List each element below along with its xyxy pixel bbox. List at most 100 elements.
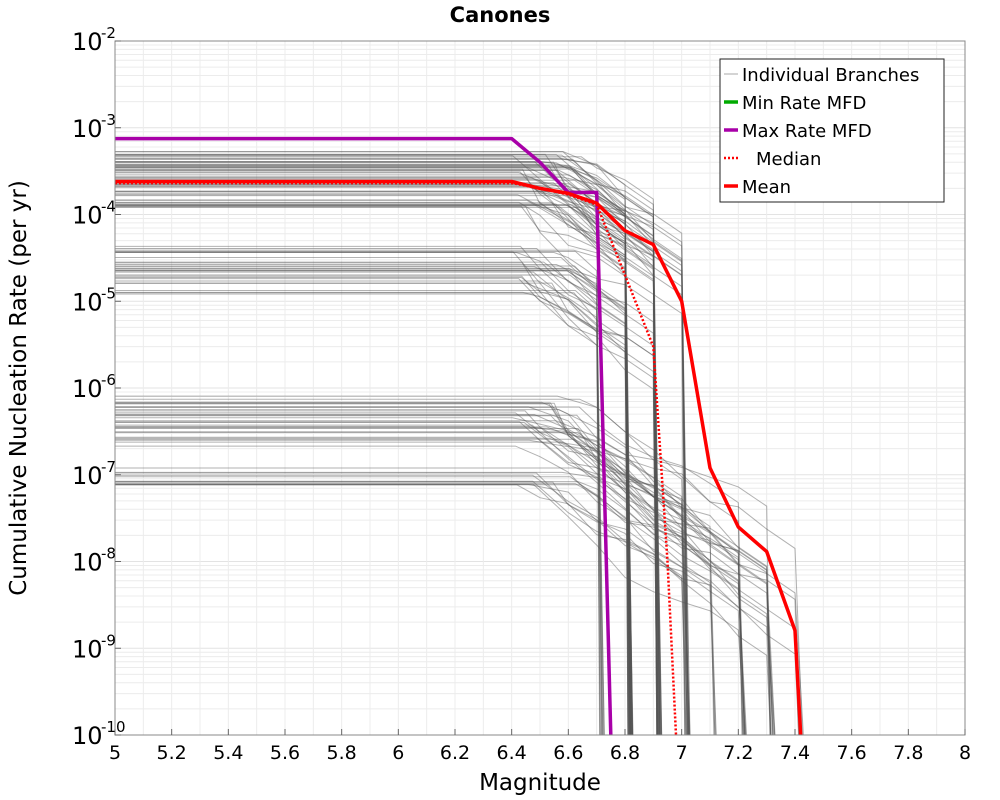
branch-line [115,151,633,736]
branch-line [115,176,659,736]
branch-line [115,406,690,736]
y-tick-base: 10 [72,635,103,663]
branch-line [115,262,658,736]
branch-line [115,414,771,736]
branch-line [115,204,689,736]
branch-line [115,398,690,736]
y-tick-exponent: -9 [101,631,116,649]
branch-line [115,426,746,736]
branch-line [115,165,691,736]
branch-line [115,395,803,736]
branch-line [115,438,686,736]
branch-line [115,481,799,736]
branch-line [115,266,605,736]
branch-line [115,269,632,736]
branch-line [115,402,771,736]
branch-line [115,428,776,736]
branch-line [115,190,661,736]
branch-line [115,270,629,736]
branch-line [115,275,633,736]
branch-line [115,176,689,736]
branch-line [115,206,630,736]
branch-line [115,164,658,736]
branch-line [115,280,603,736]
x-tick-label: 5.2 [157,742,187,764]
legend-label-max-rate-mfd: Max Rate MFD [742,121,872,142]
legend-label-min-rate-mfd: Min Rate MFD [742,93,866,114]
y-tick-base: 10 [72,549,103,577]
y-axis-label: Cumulative Nucleation Rate (per yr) [6,180,32,596]
branch-line [115,186,631,736]
branch-line [115,417,690,736]
legend-label-individual-branches: Individual Branches [742,65,919,86]
branch-line [115,403,773,736]
y-tick-base: 10 [72,375,103,403]
branch-line [115,484,717,736]
branch-line [115,471,717,736]
branch-line [115,402,688,736]
branch-line [115,265,630,736]
branch-line [115,164,633,736]
y-tick-exponent: -3 [101,111,116,129]
x-tick-label: 6.6 [553,742,583,764]
branch-line [115,252,601,736]
branch-line [115,406,746,736]
y-tick-base: 10 [72,115,103,143]
branch-line [115,257,633,736]
branch-line [115,426,747,736]
y-axis-ticks: 10-210-310-410-510-610-710-810-910-10 [72,24,126,750]
branch-line [115,199,686,736]
branch-line [115,154,662,736]
branch-line [115,481,716,736]
branch-line [115,401,775,736]
branch-line [115,274,634,736]
x-tick-label: 5.4 [213,742,243,764]
branch-line [115,278,663,736]
branch-line [115,171,631,736]
x-tick-label: 5 [109,742,121,764]
branch-line [115,194,632,736]
branch-line [115,252,602,736]
x-tick-label: 6 [392,742,404,764]
branch-line [115,483,772,736]
branch-line [115,154,631,736]
branch-line [115,293,659,736]
branch-line [115,292,634,736]
y-tick-base: 10 [72,288,103,316]
branch-line [115,156,660,736]
branch-line [115,264,603,736]
branch-line [115,427,744,736]
branch-line [115,163,631,736]
branch-line [115,267,658,736]
branch-line [115,251,604,736]
branch-line [115,170,689,736]
x-tick-label: 7.2 [723,742,753,764]
y-tick-base: 10 [72,28,103,56]
branch-line [115,483,744,736]
branch-line [115,412,774,736]
branch-line [115,406,745,736]
y-tick-exponent: -6 [101,371,116,389]
branch-line [115,161,662,736]
y-tick-exponent: -7 [101,458,116,476]
branch-line [115,421,801,736]
x-tick-label: 5.6 [270,742,300,764]
x-tick-label: 7 [676,742,688,764]
x-tick-label: 6.8 [610,742,640,764]
branch-line [115,277,604,736]
x-tick-label: 7.8 [893,742,923,764]
branch-line [115,484,800,736]
branch-line [115,410,746,736]
branch-line [115,480,689,736]
branch-line [115,158,658,736]
branch-line [115,422,745,736]
branch-line [115,161,633,736]
x-tick-label: 8 [959,742,971,764]
legend-label-median: Median [756,149,821,170]
branch-line [115,268,660,736]
x-tick-label: 5.8 [327,742,357,764]
branch-line [115,414,772,736]
x-tick-label: 6.4 [497,742,527,764]
branch-line [115,155,661,736]
